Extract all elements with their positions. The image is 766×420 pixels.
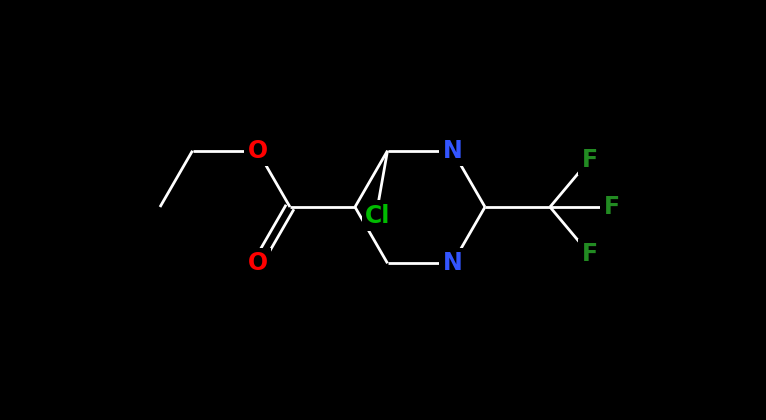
Text: Cl: Cl bbox=[365, 204, 391, 228]
Text: O: O bbox=[247, 251, 267, 275]
Text: O: O bbox=[247, 139, 267, 163]
Text: F: F bbox=[604, 195, 620, 219]
Text: F: F bbox=[581, 148, 597, 172]
Text: N: N bbox=[443, 251, 463, 275]
Text: F: F bbox=[581, 242, 597, 266]
Text: N: N bbox=[443, 139, 463, 163]
